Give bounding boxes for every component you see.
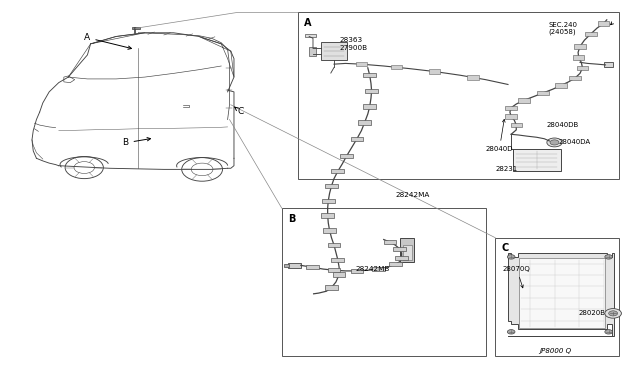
Polygon shape <box>391 65 402 69</box>
Text: 28363
27900B: 28363 27900B <box>339 37 367 51</box>
Text: SEC.240
(24058): SEC.240 (24058) <box>548 22 577 35</box>
Polygon shape <box>506 114 517 119</box>
Polygon shape <box>519 258 605 328</box>
Polygon shape <box>322 199 335 203</box>
Circle shape <box>605 330 612 334</box>
Circle shape <box>605 309 621 318</box>
Polygon shape <box>395 256 408 260</box>
Text: B: B <box>288 214 296 224</box>
Polygon shape <box>555 83 566 88</box>
Circle shape <box>508 330 515 334</box>
Polygon shape <box>400 238 414 262</box>
Text: 28242MA: 28242MA <box>395 192 429 198</box>
Polygon shape <box>585 32 596 36</box>
Polygon shape <box>284 264 289 267</box>
Polygon shape <box>332 258 344 262</box>
Polygon shape <box>132 27 140 29</box>
Circle shape <box>609 311 618 316</box>
Text: 28020B: 28020B <box>579 310 605 316</box>
Text: 28070Q: 28070Q <box>503 266 531 288</box>
Polygon shape <box>321 213 334 218</box>
Polygon shape <box>604 62 613 67</box>
Text: 28040D: 28040D <box>486 119 513 152</box>
Polygon shape <box>323 228 336 232</box>
Polygon shape <box>538 91 548 95</box>
Polygon shape <box>598 21 609 26</box>
Polygon shape <box>333 272 346 277</box>
Text: 28242MB: 28242MB <box>355 266 389 272</box>
Polygon shape <box>364 105 376 109</box>
Polygon shape <box>365 89 378 93</box>
Polygon shape <box>506 106 517 110</box>
Text: C: C <box>502 243 509 253</box>
Polygon shape <box>288 263 301 267</box>
Polygon shape <box>372 267 385 271</box>
Polygon shape <box>325 184 338 188</box>
Circle shape <box>547 138 562 147</box>
Polygon shape <box>321 42 348 60</box>
Polygon shape <box>328 243 340 247</box>
Text: B: B <box>122 138 150 147</box>
Circle shape <box>605 255 612 259</box>
Text: 28231: 28231 <box>495 166 518 172</box>
Polygon shape <box>306 265 319 269</box>
Polygon shape <box>340 154 353 158</box>
Polygon shape <box>305 33 316 37</box>
Polygon shape <box>467 75 479 80</box>
Polygon shape <box>356 62 367 66</box>
Polygon shape <box>328 268 340 272</box>
Polygon shape <box>351 137 364 141</box>
Polygon shape <box>574 44 586 49</box>
Polygon shape <box>511 123 522 127</box>
Polygon shape <box>332 169 344 173</box>
Polygon shape <box>573 55 584 60</box>
Polygon shape <box>309 47 316 56</box>
Text: 28040DA: 28040DA <box>559 140 591 145</box>
Text: A: A <box>84 33 131 49</box>
Polygon shape <box>429 69 440 74</box>
Polygon shape <box>351 269 364 273</box>
Text: A: A <box>304 18 312 28</box>
Polygon shape <box>403 245 412 260</box>
Polygon shape <box>518 98 530 103</box>
Polygon shape <box>389 262 401 266</box>
Polygon shape <box>364 73 376 77</box>
Text: JP8000 Q: JP8000 Q <box>540 349 572 355</box>
Polygon shape <box>394 247 406 251</box>
Polygon shape <box>508 253 614 336</box>
Polygon shape <box>513 150 561 171</box>
Text: C: C <box>234 107 243 116</box>
Polygon shape <box>358 120 371 125</box>
Text: 28040DB: 28040DB <box>546 122 579 128</box>
Polygon shape <box>569 76 580 80</box>
Circle shape <box>550 140 559 145</box>
Polygon shape <box>325 285 338 290</box>
Polygon shape <box>384 240 396 244</box>
Polygon shape <box>577 65 588 70</box>
Circle shape <box>508 255 515 259</box>
